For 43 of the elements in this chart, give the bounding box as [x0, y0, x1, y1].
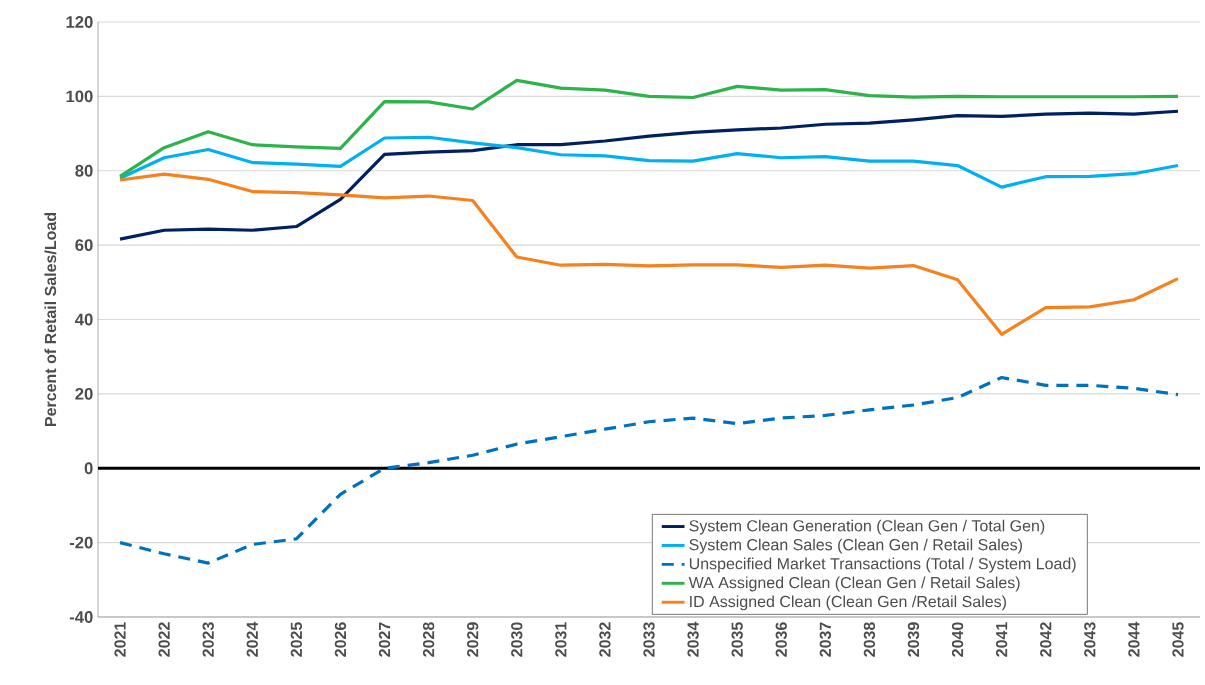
- x-tick-label: 2037: [819, 622, 832, 657]
- x-tick-label: 2042: [1040, 622, 1052, 657]
- legend-label: System Clean Sales (Clean Gen / Retail Sales): [689, 538, 1022, 554]
- x-tick-label: 2043: [1084, 622, 1096, 657]
- x-tick-label: 2028: [422, 622, 435, 657]
- x-tick-label: 2023: [202, 622, 214, 657]
- x-tick-label: 2027: [378, 622, 391, 657]
- x-tick-label: 2038: [863, 622, 876, 657]
- x-tick-label: 2036: [775, 622, 787, 657]
- x-tick-label: 2044: [1128, 621, 1140, 657]
- x-tick-label: 2026: [334, 622, 347, 657]
- x-tick-label: 2034: [687, 621, 699, 657]
- y-tick-label: 20: [75, 387, 93, 400]
- x-tick-label: 2041: [996, 622, 1008, 657]
- legend-label: WA Assigned Clean (Clean Gen / Retail Sales): [688, 576, 1020, 592]
- line-series: [118, 109, 1180, 241]
- legend-label: System Clean Generation (Clean Gen / Total Gen): [689, 519, 1045, 535]
- y-tick-label: 60: [75, 239, 93, 252]
- y-tick-label: 0: [84, 462, 93, 475]
- y-tick-label: 40: [75, 313, 93, 326]
- x-tick-label: 2029: [467, 622, 479, 657]
- y-tick-label: -20: [69, 536, 93, 549]
- line-series: [118, 135, 1180, 189]
- x-tick-label: 2039: [907, 622, 920, 657]
- x-tick-label: 2030: [511, 622, 523, 657]
- x-tick-label: 2045: [1172, 622, 1184, 657]
- y-tick-label: 80: [75, 164, 93, 177]
- y-axis-title: Percent of Retail Sales/Load: [44, 212, 57, 427]
- x-tick-label: 2021: [114, 622, 126, 657]
- x-tick-label: 2040: [951, 622, 964, 657]
- legend-label: Unspecified Market Transactions (Total / System Load): [689, 557, 1076, 573]
- line-series: [118, 172, 1180, 336]
- legend-label: ID Assigned Clean (Clean Gen /Retail Sales): [690, 595, 1006, 611]
- x-tick-label: 2032: [599, 622, 611, 657]
- x-tick-label: 2024: [246, 621, 258, 657]
- x-tick-label: 2035: [731, 622, 743, 657]
- x-tick-label: 2022: [158, 622, 170, 657]
- x-tick-label: 2031: [555, 622, 567, 657]
- x-tick-label: 2025: [290, 622, 303, 657]
- y-tick-label: 100: [66, 90, 93, 103]
- y-tick-label: -40: [69, 611, 93, 623]
- y-tick-label: 120: [66, 16, 93, 28]
- x-tick-label: 2033: [643, 622, 655, 657]
